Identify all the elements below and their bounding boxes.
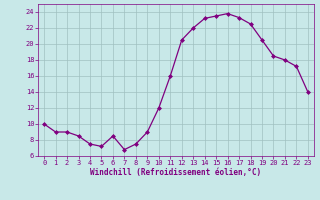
X-axis label: Windchill (Refroidissement éolien,°C): Windchill (Refroidissement éolien,°C): [91, 168, 261, 177]
